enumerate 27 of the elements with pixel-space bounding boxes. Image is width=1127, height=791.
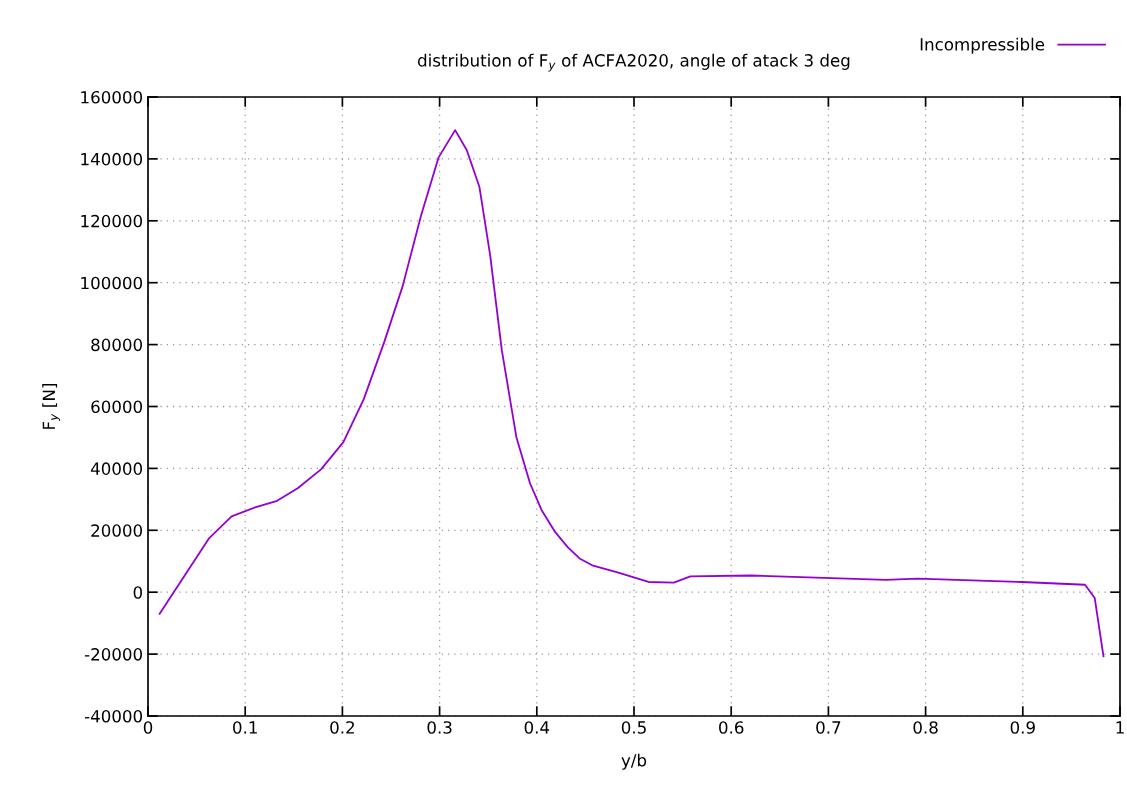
x-tick-label: 0.3 — [427, 721, 452, 734]
y-tick-label: -40000 — [84, 709, 143, 723]
x-tick-label: 0.8 — [913, 721, 938, 734]
y-tick-label: 0 — [133, 586, 143, 599]
y-tick-label: 160000 — [81, 90, 143, 104]
y-tick-label: 20000 — [91, 524, 143, 537]
x-tick-label: 0.2 — [330, 721, 354, 734]
x-tick-label: 0.5 — [621, 721, 646, 734]
y-axis-title: F$_{y}$ [N] — [42, 384, 61, 429]
x-tick-label: 0.6 — [719, 721, 744, 734]
x-tick-label: 0.7 — [816, 721, 841, 734]
x-tick-label: 0.9 — [1010, 721, 1035, 734]
x-tick-label: 0.1 — [233, 721, 257, 734]
y-tick-label: 140000 — [81, 152, 143, 166]
y-tick-label: -20000 — [84, 648, 143, 661]
y-tick-label: 60000 — [91, 400, 143, 414]
legend-label: Incompressible — [920, 37, 1045, 54]
x-tick-label: 0.4 — [524, 721, 550, 734]
y-tick-label: 40000 — [90, 462, 143, 475]
x-tick-label: 1 — [1116, 721, 1124, 734]
chart-title: distribution of F$_{y}$ of ACFA2020, angle of atack 3 deg — [418, 53, 850, 72]
line-series — [158, 129, 1105, 658]
x-axis-title: y/b — [621, 753, 647, 770]
x-tick-label: 0 — [143, 721, 153, 734]
y-tick-label: 80000 — [91, 338, 143, 352]
y-tick-label: 120000 — [81, 214, 143, 228]
y-tick-label: 100000 — [81, 276, 143, 290]
